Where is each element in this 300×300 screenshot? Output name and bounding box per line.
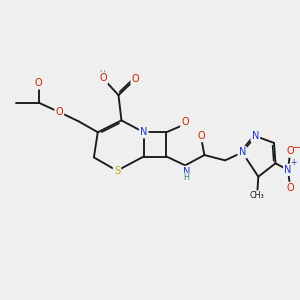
Text: N: N	[284, 165, 292, 175]
Text: O: O	[35, 78, 42, 88]
Text: O: O	[99, 73, 107, 83]
Text: H: H	[100, 70, 105, 79]
Text: O: O	[132, 74, 139, 84]
Text: H: H	[183, 173, 189, 182]
Text: −: −	[293, 143, 300, 153]
Text: O: O	[181, 118, 189, 128]
Text: N: N	[183, 167, 190, 177]
Text: +: +	[291, 158, 297, 166]
Text: O: O	[286, 183, 294, 193]
Text: O: O	[286, 146, 294, 157]
Text: S: S	[114, 166, 120, 176]
Text: O: O	[197, 131, 205, 141]
Text: N: N	[140, 127, 147, 137]
Text: CH₃: CH₃	[250, 191, 265, 200]
Text: N: N	[252, 131, 259, 141]
Text: O: O	[56, 107, 63, 117]
Text: N: N	[238, 147, 246, 158]
